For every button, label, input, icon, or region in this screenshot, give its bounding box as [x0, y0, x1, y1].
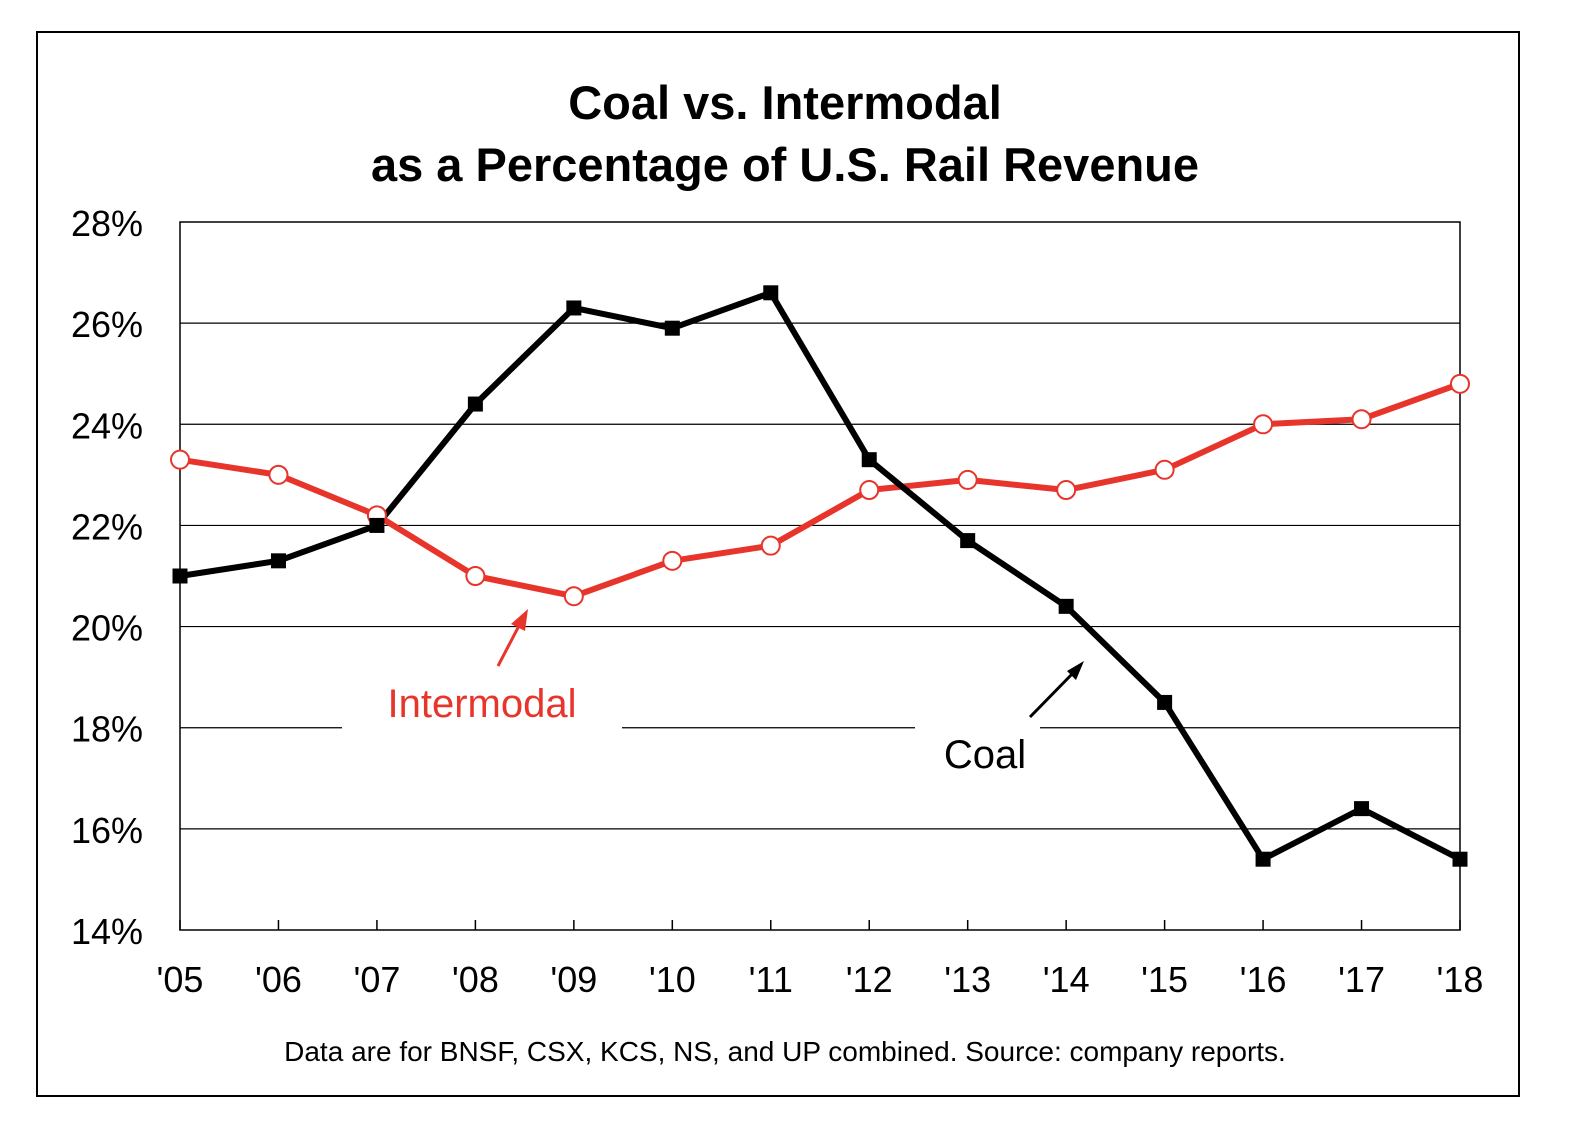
coal-point — [763, 285, 779, 301]
x-tick-label: '14 — [1043, 959, 1090, 1000]
intermodal-line — [179, 381, 1462, 600]
intermodal-point — [1154, 459, 1175, 480]
x-tick-label: '18 — [1437, 959, 1484, 1000]
intermodal-label: Intermodal — [388, 682, 577, 726]
coal-point — [566, 300, 582, 316]
coal-arrowhead — [1067, 661, 1084, 680]
intermodal-point — [1056, 480, 1077, 501]
coal-point — [960, 533, 976, 549]
coal-point — [467, 396, 483, 412]
chart-title-line-1: Coal vs. Intermodal — [568, 76, 1002, 129]
x-tick-label: '13 — [944, 959, 991, 1000]
intermodal-point — [957, 469, 978, 490]
coal-point — [1058, 598, 1074, 614]
coal-point — [861, 452, 877, 468]
x-tick-label: '12 — [846, 959, 893, 1000]
intermodal-arrow — [496, 619, 524, 667]
x-tick-label: '06 — [255, 959, 302, 1000]
intermodal-point — [563, 586, 584, 607]
intermodal-arrowhead — [511, 609, 528, 631]
y-tick-label: 20% — [71, 608, 143, 649]
intermodal-point — [1450, 373, 1470, 394]
x-tick-label: '17 — [1338, 959, 1385, 1000]
coal-point — [1452, 851, 1468, 867]
coal-label: Coal — [944, 733, 1026, 777]
intermodal-point — [268, 464, 289, 485]
y-tick-label: 28% — [71, 203, 143, 244]
x-tick-label: '05 — [157, 959, 204, 1000]
coal-point — [1157, 694, 1173, 710]
y-tick-label: 18% — [71, 709, 143, 750]
y-tick-label: 22% — [71, 506, 143, 547]
coal-point — [270, 553, 286, 569]
intermodal-point — [1253, 414, 1274, 435]
plot-area — [179, 221, 1461, 931]
chart-footnote: Data are for BNSF, CSX, KCS, NS, and UP … — [284, 1036, 1286, 1067]
chart-title: Coal vs. Intermodal as a Percentage of U… — [0, 72, 1570, 196]
intermodal-point — [760, 535, 781, 556]
coal-point — [664, 320, 680, 336]
x-tick-label: '15 — [1141, 959, 1188, 1000]
intermodal-point — [465, 566, 486, 586]
coal-point — [1354, 801, 1370, 817]
y-tick-label: 26% — [71, 304, 143, 345]
y-tick-label: 16% — [71, 810, 143, 851]
x-tick-label: '07 — [353, 959, 400, 1000]
x-tick-label: '16 — [1240, 959, 1287, 1000]
coal-arrow — [1028, 668, 1078, 719]
intermodal-point — [859, 480, 880, 501]
x-tick-label: '11 — [749, 959, 793, 1000]
intermodal-point — [662, 550, 683, 571]
chart-title-line-2: as a Percentage of U.S. Rail Revenue — [370, 138, 1200, 191]
intermodal-point — [1351, 409, 1372, 430]
x-tick-label: '10 — [649, 959, 696, 1000]
coal-point — [172, 568, 188, 584]
y-tick-label: 14% — [71, 911, 143, 952]
x-tick-label: '08 — [452, 959, 499, 1000]
coal-point — [1255, 851, 1271, 867]
coal-point — [369, 517, 385, 533]
intermodal-point — [170, 449, 190, 470]
y-tick-label: 24% — [71, 405, 143, 446]
x-tick-label: '09 — [550, 959, 597, 1000]
coal-line — [179, 289, 1462, 863]
